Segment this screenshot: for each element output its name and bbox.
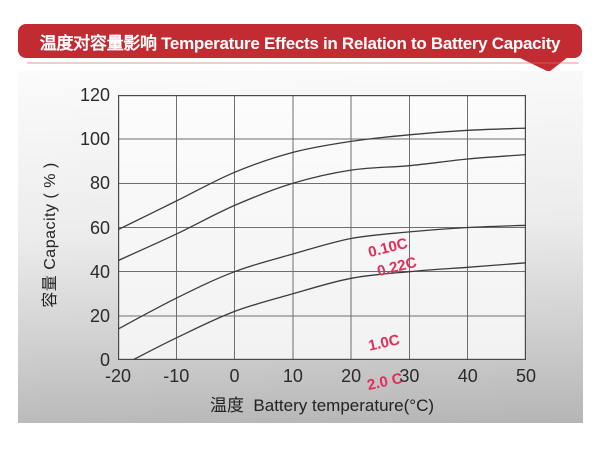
x-tick-label-30: 30 — [399, 366, 420, 386]
x-tick-label-0: 0 — [229, 366, 240, 386]
y-tick-label-40: 40 — [89, 261, 110, 282]
curve-0.10C — [118, 127, 526, 231]
x-tick-label-20: 20 — [341, 366, 362, 386]
y-tick-label-60: 60 — [89, 217, 110, 238]
banner-underline — [27, 62, 579, 64]
x-tick-label-50: 50 — [515, 366, 537, 386]
banner-tail — [518, 57, 568, 72]
y-tick-label-20: 20 — [89, 305, 110, 326]
x-axis-title: 温度 Battery temperature(°C) — [209, 396, 435, 415]
y-tick-label-120: 120 — [79, 85, 110, 105]
y-tick-label-100: 100 — [79, 129, 110, 150]
x-tick-label--10: -10 — [163, 366, 190, 386]
title-banner: 温度对容量影响 Temperature Effects in Relation … — [18, 24, 582, 58]
y-tick-label-0: 0 — [99, 350, 110, 370]
page-title: 温度对容量影响 Temperature Effects in Relation … — [39, 33, 561, 53]
x-tick-label-10: 10 — [282, 366, 303, 386]
curve-0.22C — [118, 153, 526, 262]
x-tick-label--20: -20 — [104, 366, 131, 386]
plot-area: 0.10C 0.22C 1.0C 2.0 C — [118, 95, 526, 394]
plot-border — [118, 95, 526, 360]
curve-1.0C — [118, 224, 526, 330]
chart-svg — [118, 95, 526, 360]
x-tick-label-40: 40 — [457, 366, 478, 386]
y-axis-title: 容量 Capacity ( % ) — [42, 162, 59, 308]
curve-2.0C — [132, 262, 526, 360]
y-tick-label-80: 80 — [89, 173, 110, 194]
